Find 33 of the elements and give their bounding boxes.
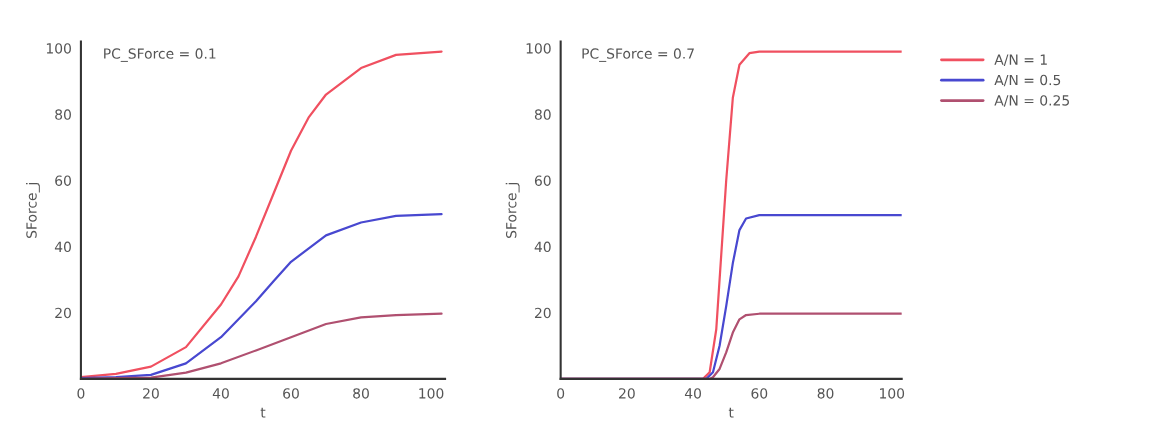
y-tick-label: 60	[55, 175, 71, 186]
legend-label: A/N = 0.5	[994, 74, 1061, 87]
y-tick-label: 20	[55, 307, 71, 319]
x-tick-label: 80	[353, 388, 369, 399]
x-tick-label: 20	[619, 388, 635, 399]
x-tick-label: 0	[557, 388, 565, 399]
legend-label: A/N = 0.25	[994, 95, 1069, 107]
y-tick-label: 40	[534, 241, 551, 253]
x-axis-title: t	[260, 407, 266, 418]
x-tick-label: 20	[143, 388, 159, 399]
y-tick-label: 40	[54, 241, 71, 253]
y-tick-label: 80	[55, 109, 71, 120]
x-axis-title: t	[728, 407, 734, 418]
line-series	[80, 50, 443, 379]
y-tick-label: 100	[46, 43, 71, 54]
y-tick-label: 80	[534, 109, 551, 120]
x-tick-label: 60	[283, 388, 299, 399]
y-tick-label: 60	[534, 175, 551, 186]
y-tick-label: 20	[534, 307, 551, 319]
x-tick-label: 100	[880, 388, 905, 399]
y-tick-label: 100	[526, 43, 551, 54]
annotation: PC_SForce = 0.7	[582, 48, 694, 62]
x-tick-label: 0	[77, 388, 85, 399]
x-tick-label: 40	[684, 388, 702, 399]
legend-label: A/N = 1	[994, 54, 1047, 66]
x-tick-label: 40	[212, 388, 229, 399]
x-tick-label: 80	[817, 388, 834, 399]
y-axis-title: SForce_j	[505, 182, 520, 238]
x-tick-label: 100	[419, 388, 444, 399]
line-series	[80, 213, 443, 379]
x-tick-label: 60	[751, 388, 768, 399]
annotation: PC_SForce = 0.1	[104, 48, 216, 62]
y-axis-title: SForce_j	[26, 182, 40, 238]
